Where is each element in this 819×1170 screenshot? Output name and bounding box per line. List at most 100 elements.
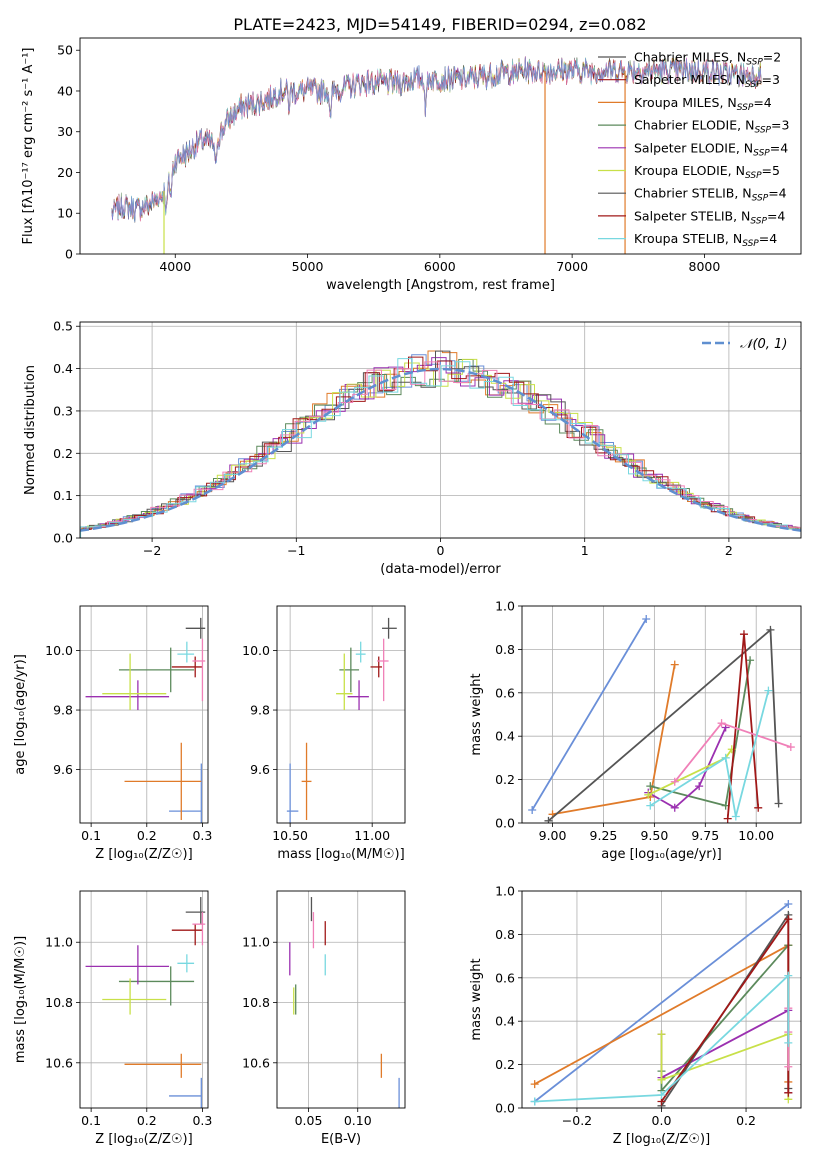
residual-histograms: [80, 350, 801, 538]
y-tick-label: 0.4: [53, 361, 73, 376]
y-tick-label: 1.0: [495, 884, 515, 899]
error-bar-point: [377, 638, 389, 702]
legend-label: Kroupa MILES, NSSP=4: [634, 95, 772, 113]
y-tick-label: 11.0: [242, 935, 270, 950]
x-tick-label: 0: [437, 543, 445, 558]
errorbars-age-vs-z: [85, 617, 206, 823]
plus-marker: [721, 753, 730, 762]
y-axis-label: mass weight: [469, 673, 484, 755]
lines-mass-weight-vs-z: [530, 900, 793, 1108]
plus-marker: [642, 615, 651, 624]
plus-marker: [766, 625, 775, 634]
error-bar-point: [124, 1053, 202, 1078]
error-bar-point: [85, 680, 170, 711]
y-tick-label: 50: [57, 43, 73, 58]
plus-marker: [528, 805, 537, 814]
y-tick-label: 10.0: [45, 643, 73, 658]
plus-marker: [670, 660, 679, 669]
error-bar-point: [85, 945, 170, 985]
error-bar-point: [169, 763, 202, 823]
mass-weight-vs-age-frame: [521, 605, 802, 824]
plus-marker: [644, 790, 653, 799]
x-tick-label: 0.0: [652, 1113, 672, 1128]
plus-marker: [670, 777, 679, 786]
error-bar-point: [102, 978, 167, 1015]
error-bar-point: [355, 641, 366, 663]
mass-weight-line: [660, 916, 790, 1103]
mass-weight-line: [647, 727, 727, 809]
spectrum-lines: [111, 56, 762, 254]
legend-label: Kroupa STELIB, NSSP=4: [634, 231, 777, 249]
lines-mass-weight-vs-age: [528, 615, 795, 823]
x-axis-label: E(B-V): [321, 1132, 361, 1147]
plus-marker: [670, 803, 679, 812]
x-axis-label: Z [log₁₀(Z/Z☉)]: [613, 1132, 710, 1147]
y-axis-label: age [log₁₀(age/yr)]: [13, 654, 28, 775]
y-tick-label: 0.2: [53, 446, 73, 461]
plus-marker: [784, 1088, 793, 1097]
spectrum-legend: Chabrier MILES, NSSP=2 Salpeter MILES, NS…: [598, 50, 789, 249]
mass-weight-line: [531, 618, 647, 811]
y-tick-label: 0.1: [53, 488, 73, 503]
normal-curve: [80, 367, 801, 532]
errorbars-mass-vs-ebv: [289, 897, 400, 1108]
error-bar-point: [370, 656, 383, 678]
age-vs-z-frame: [79, 605, 209, 824]
y-tick-label: 0.0: [53, 531, 73, 546]
mass-vs-z-frame: [79, 890, 209, 1109]
y-tick-label: 40: [57, 83, 73, 98]
plus-marker: [646, 801, 655, 810]
x-tick-label: 0.2: [137, 828, 157, 843]
plus-marker: [784, 900, 793, 909]
x-axis-label: mass [log₁₀(M/M☉)]: [277, 847, 404, 862]
axes-mass-weight-vs-age: 9.00 9.25 9.50 9.75 10.00 0.0 0.2 0.4 0.6 0.8 1.0 a…: [469, 599, 801, 862]
x-tick-label: −1: [287, 543, 305, 558]
error-bar-point: [118, 966, 195, 1006]
y-tick-label: 9.8: [250, 703, 270, 718]
x-axis-label: (data-model)/error: [380, 562, 501, 577]
x-tick-label: −0.2: [562, 1113, 592, 1128]
x-axis-label: wavelength [Angstrom, rest frame]: [326, 278, 555, 293]
plus-marker: [764, 686, 773, 695]
y-tick-label: 0: [65, 247, 73, 262]
error-bar-point: [192, 638, 206, 702]
legend-label: 𝒩(0, 1): [740, 337, 787, 352]
plus-marker: [784, 971, 793, 980]
y-tick-label: 0.8: [495, 927, 515, 942]
y-tick-label: 9.6: [53, 762, 73, 777]
legend-label: Chabrier ELODIE, NSSP=3: [634, 118, 789, 136]
errorbars-age-vs-mass: [286, 617, 397, 823]
x-tick-label: 0.2: [137, 1113, 157, 1128]
x-tick-label: 0.2: [736, 1113, 756, 1128]
y-tick-label: 0.8: [495, 642, 515, 657]
errorbars-mass-vs-z: [85, 897, 206, 1108]
axes-mass-vs-z: 0.1 0.2 0.3 10.6 10.8 11.0 Z [log₁₀(Z/Z☉)] mass…: [13, 891, 212, 1147]
plus-marker: [530, 1097, 539, 1106]
x-tick-label: 0.1: [81, 828, 101, 843]
error-bar-point: [118, 647, 195, 693]
plus-marker: [784, 1038, 793, 1047]
plus-marker: [784, 1062, 793, 1071]
residuals-legend: 𝒩(0, 1): [702, 337, 787, 352]
mass-weight-line: [534, 903, 789, 1103]
plus-marker: [657, 1030, 666, 1039]
plus-marker: [754, 803, 763, 812]
mass-vs-ebv-frame: [276, 890, 406, 1109]
x-tick-label: −2: [143, 543, 161, 558]
y-tick-label: 0.3: [53, 403, 73, 418]
error-bar-point: [171, 924, 203, 946]
y-tick-label: 0.2: [495, 1057, 515, 1072]
mass-weight-vs-z-frame: [521, 890, 802, 1109]
axes-spectrum: 4000 5000 6000 7000 8000 0 10 20 30 40 50 wavelengt…: [21, 43, 720, 293]
plus-marker: [746, 656, 755, 665]
x-tick-label: 9.75: [691, 828, 719, 843]
error-bar-point: [177, 954, 195, 973]
residual-histogram: [80, 357, 801, 531]
y-axis-label: mass weight: [469, 958, 484, 1040]
x-tick-label: 0.3: [192, 828, 212, 843]
y-tick-label: 0.4: [495, 1014, 515, 1029]
x-tick-label: 0.3: [192, 1113, 212, 1128]
error-bar-point: [336, 653, 353, 711]
residual-histogram: [80, 350, 801, 531]
